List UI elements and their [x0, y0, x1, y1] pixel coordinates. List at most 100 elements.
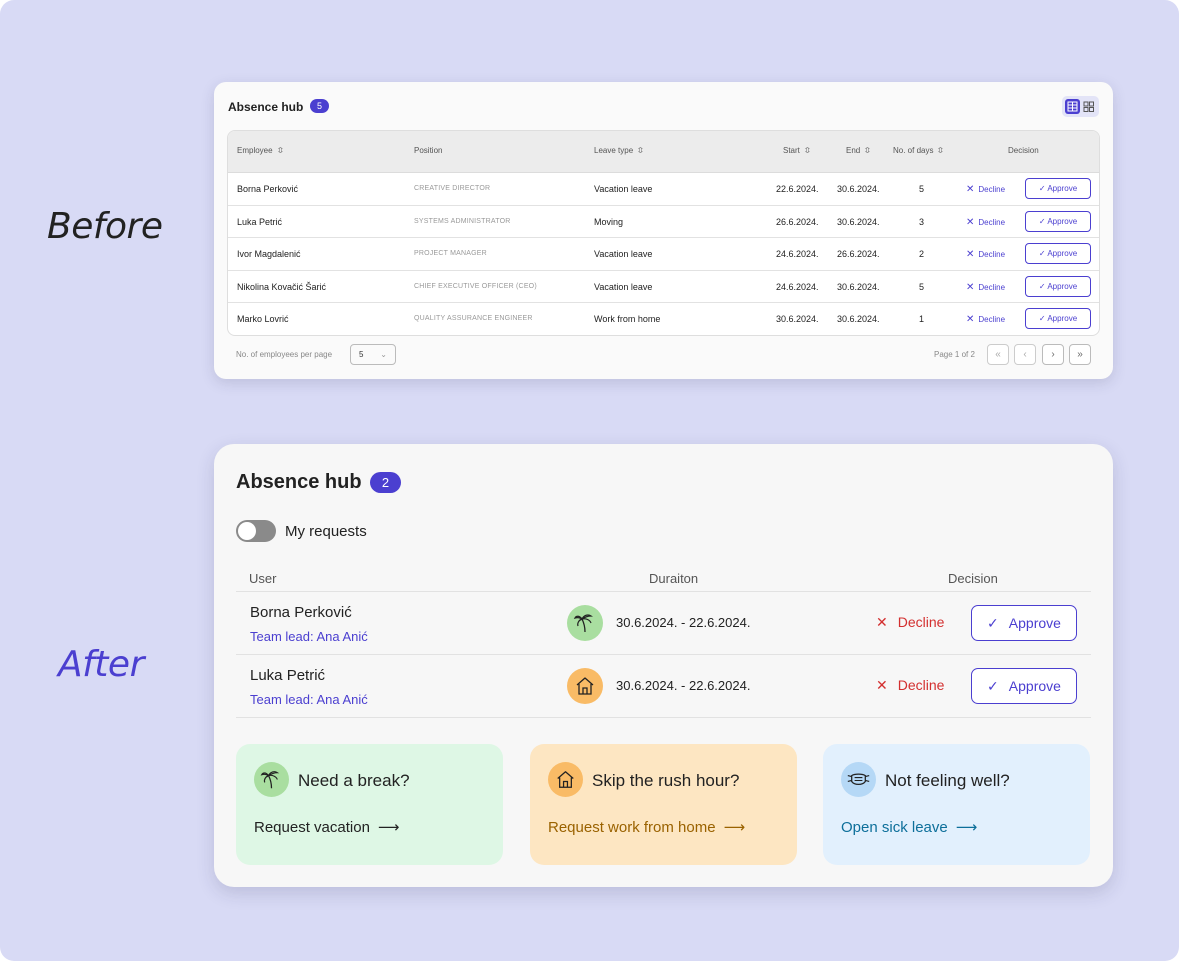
decline-button[interactable]: ✕ Decline [966, 216, 1006, 228]
col-decision: Decision [1008, 146, 1039, 155]
employee-name: Ivor Magdalenić [237, 249, 301, 260]
house-icon [567, 668, 603, 704]
palm-tree-icon [567, 605, 603, 641]
end-date: 30.6.2024. [837, 281, 880, 292]
check-icon: ✓ [987, 615, 999, 631]
approve-button[interactable]: ✓ Approve [1025, 210, 1091, 232]
sort-icon: ⇕ [275, 146, 285, 155]
decline-button[interactable]: ✕ Decline [966, 281, 1006, 293]
sick-leave-card[interactable]: Not feeling well? Open sick leave ⟶ [823, 744, 1090, 865]
table-row: Luka Petrić SYSTEMS ADMINISTRATOR Moving… [228, 206, 1099, 239]
table-row: Borna Perković CREATIVE DIRECTOR Vacatio… [228, 173, 1099, 206]
before-table: Employee ⇕ Position Leave type ⇕ Start ⇕ En… [227, 130, 1100, 336]
check-icon: ✓ [1038, 281, 1046, 291]
days-count: 1 [919, 314, 925, 325]
col-employee[interactable]: Employee ⇕ [237, 146, 285, 155]
view-toggle [1062, 96, 1099, 117]
col-position: Position [414, 146, 443, 155]
after-absence-hub-card: Absence hub 2 My requests User Duraiton … [214, 444, 1113, 887]
table-header: Employee ⇕ Position Leave type ⇕ Start ⇕ En… [228, 131, 1099, 173]
col-start[interactable]: Start ⇕ [783, 146, 812, 155]
table-view-button[interactable] [1065, 99, 1080, 114]
approve-button[interactable]: ✓ Approve [971, 605, 1077, 641]
page-info: Page 1 of 2 [934, 350, 975, 359]
wfh-card-title: Skip the rush hour? [592, 771, 740, 790]
close-icon: ✕ [876, 614, 888, 630]
after-count-badge: 2 [370, 472, 401, 493]
per-page-label: No. of employees per page [236, 350, 333, 359]
chevron-left-icon: ‹ [1023, 349, 1027, 360]
house-icon [548, 762, 583, 797]
vacation-card[interactable]: Need a break? Request vacation ⟶ [236, 744, 503, 865]
close-icon: ✕ [876, 677, 888, 693]
arrow-right-icon: ⟶ [377, 819, 400, 836]
col-decision: Decision [948, 571, 998, 586]
close-icon: ✕ [966, 281, 975, 293]
table-icon [1067, 101, 1078, 112]
table-row: Nikolina Kovačić Šarić CHIEF EXECUTIVE O… [228, 271, 1099, 304]
decline-button[interactable]: ✕ Decline [876, 614, 945, 630]
my-requests-toggle[interactable] [236, 520, 276, 542]
approve-button[interactable]: ✓ Approve [1025, 308, 1091, 330]
before-count-badge: 5 [310, 99, 329, 113]
approve-button[interactable]: ✓ Approve [1025, 243, 1091, 265]
leave-type: Moving [594, 216, 624, 227]
col-leave-type[interactable]: Leave type ⇕ [594, 146, 645, 155]
close-icon: ✕ [966, 216, 975, 228]
per-page-select[interactable]: 5 ⌄ [350, 344, 396, 365]
request-vacation-link[interactable]: Request vacation ⟶ [254, 819, 400, 836]
employee-name: Luka Petrić [237, 216, 283, 227]
before-title: Absence hub [228, 100, 304, 114]
last-page-button[interactable]: » [1069, 344, 1091, 365]
decline-button[interactable]: ✕ Decline [966, 184, 1006, 195]
grid-view-button[interactable] [1081, 99, 1096, 114]
sort-icon: ⇕ [936, 146, 946, 155]
vacation-card-title: Need a break? [298, 771, 410, 790]
work-from-home-card[interactable]: Skip the rush hour? Request work from ho… [530, 744, 797, 865]
employee-name: Marko Lovrić [237, 314, 289, 325]
arrow-right-icon: ⟶ [955, 819, 978, 836]
start-date: 24.6.2024. [776, 281, 819, 292]
double-chevron-right-icon: » [1077, 349, 1083, 360]
days-count: 2 [919, 249, 925, 260]
col-days[interactable]: No. of days ⇕ [893, 146, 946, 155]
end-date: 30.6.2024. [837, 314, 880, 325]
open-sick-leave-link[interactable]: Open sick leave ⟶ [841, 819, 978, 836]
start-date: 26.6.2024. [776, 216, 819, 227]
date-range: 30.6.2024. - 22.6.2024. [616, 615, 751, 630]
approve-button[interactable]: ✓ Approve [1025, 178, 1091, 199]
table-row: Ivor Magdalenić PROJECT MANAGER Vacation… [228, 238, 1099, 271]
decline-button[interactable]: ✕ Decline [966, 249, 1006, 261]
team-lead-link[interactable]: Team lead: Ana Anić [250, 692, 368, 707]
approve-button[interactable]: ✓ Approve [1025, 275, 1091, 297]
col-user: User [249, 571, 277, 586]
employee-position: CREATIVE DIRECTOR [414, 185, 491, 192]
team-lead-link[interactable]: Team lead: Ana Anić [250, 629, 368, 644]
leave-type: Vacation leave [594, 281, 653, 292]
days-count: 5 [919, 281, 925, 292]
before-absence-hub-card: Absence hub 5 Employee ⇕ Position Leave t… [214, 82, 1113, 379]
col-end[interactable]: End ⇕ [846, 146, 872, 155]
leave-type: Work from home [594, 314, 661, 325]
employee-position: SYSTEMS ADMINISTRATOR [414, 217, 511, 225]
sort-icon: ⇕ [802, 146, 812, 155]
prev-page-button[interactable]: ‹ [1014, 344, 1036, 365]
request-wfh-link[interactable]: Request work from home ⟶ [548, 819, 746, 836]
decline-button[interactable]: ✕ Decline [876, 677, 945, 693]
first-page-button[interactable]: « [987, 344, 1009, 365]
chevron-down-icon: ⌄ [380, 350, 387, 359]
arrow-right-icon: ⟶ [723, 819, 746, 836]
close-icon: ✕ [966, 249, 975, 261]
end-date: 26.6.2024. [837, 249, 880, 260]
days-count: 5 [919, 184, 925, 194]
next-page-button[interactable]: › [1042, 344, 1064, 365]
employee-name: Nikolina Kovačić Šarić [237, 281, 327, 292]
approve-button[interactable]: ✓ Approve [971, 668, 1077, 704]
leave-type: Vacation leave [594, 249, 653, 260]
decline-button[interactable]: ✕ Decline [966, 314, 1006, 326]
check-icon: ✓ [1038, 314, 1046, 324]
face-mask-icon [841, 762, 876, 797]
palm-tree-icon [254, 762, 289, 797]
before-label: Before [47, 206, 163, 247]
check-icon: ✓ [1038, 216, 1046, 226]
